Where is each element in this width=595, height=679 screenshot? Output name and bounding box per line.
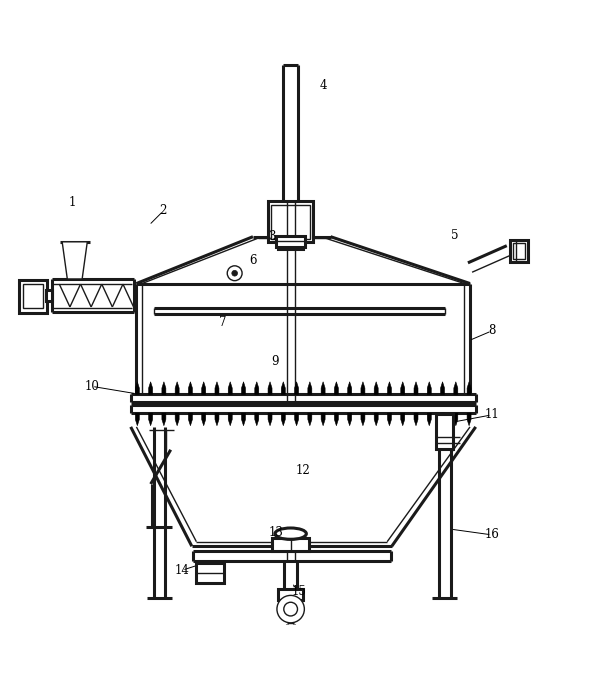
Polygon shape	[242, 414, 246, 426]
Polygon shape	[189, 382, 192, 394]
Polygon shape	[135, 382, 139, 394]
Polygon shape	[387, 382, 392, 394]
Polygon shape	[374, 414, 378, 426]
Bar	[268, 201, 314, 242]
Text: 2: 2	[159, 204, 167, 217]
Polygon shape	[467, 414, 471, 426]
Bar	[271, 204, 310, 239]
Ellipse shape	[275, 528, 306, 539]
Polygon shape	[440, 414, 444, 426]
Polygon shape	[255, 382, 259, 394]
Bar	[46, 290, 52, 301]
Polygon shape	[228, 414, 232, 426]
Text: 12: 12	[296, 464, 311, 477]
Text: 6: 6	[249, 254, 256, 267]
Polygon shape	[189, 414, 192, 426]
Text: 10: 10	[84, 380, 99, 393]
Circle shape	[227, 265, 242, 280]
Polygon shape	[268, 382, 272, 394]
Text: 5: 5	[451, 229, 458, 242]
Text: 16: 16	[484, 528, 499, 541]
Bar	[19, 280, 47, 312]
Bar	[196, 563, 224, 583]
Polygon shape	[361, 414, 365, 426]
Polygon shape	[215, 414, 219, 426]
Text: 13: 13	[268, 526, 283, 539]
Polygon shape	[162, 414, 166, 426]
Text: 11: 11	[484, 408, 499, 422]
Polygon shape	[401, 414, 405, 426]
Text: 7: 7	[220, 316, 227, 329]
Polygon shape	[427, 414, 431, 426]
Polygon shape	[347, 414, 352, 426]
Text: 4: 4	[320, 79, 327, 92]
Text: 3: 3	[268, 230, 275, 243]
Polygon shape	[414, 414, 418, 426]
Polygon shape	[228, 382, 232, 394]
Polygon shape	[242, 382, 246, 394]
Text: 9: 9	[271, 354, 278, 368]
Polygon shape	[440, 382, 444, 394]
Polygon shape	[467, 382, 471, 394]
Polygon shape	[175, 382, 179, 394]
Text: 14: 14	[175, 564, 190, 576]
Text: 8: 8	[488, 325, 496, 337]
Polygon shape	[62, 242, 87, 279]
Circle shape	[277, 595, 305, 623]
Bar	[510, 240, 528, 262]
Text: 1: 1	[68, 196, 76, 209]
Polygon shape	[334, 382, 339, 394]
Polygon shape	[414, 382, 418, 394]
Polygon shape	[308, 414, 312, 426]
Polygon shape	[374, 382, 378, 394]
Bar	[513, 243, 525, 259]
Bar	[23, 284, 43, 308]
Bar	[276, 236, 305, 247]
Polygon shape	[281, 414, 285, 426]
Polygon shape	[321, 382, 325, 394]
Polygon shape	[135, 414, 139, 426]
Polygon shape	[295, 382, 299, 394]
Bar	[273, 538, 309, 551]
Bar	[436, 414, 453, 449]
Polygon shape	[308, 382, 312, 394]
Polygon shape	[334, 414, 339, 426]
Bar	[278, 242, 303, 249]
Circle shape	[284, 602, 298, 616]
Polygon shape	[281, 382, 285, 394]
Polygon shape	[149, 414, 152, 426]
Polygon shape	[295, 414, 299, 426]
Polygon shape	[454, 414, 458, 426]
Polygon shape	[454, 382, 458, 394]
Bar	[278, 589, 303, 600]
Polygon shape	[427, 382, 431, 394]
Polygon shape	[401, 382, 405, 394]
Polygon shape	[255, 414, 259, 426]
Circle shape	[232, 270, 237, 276]
Polygon shape	[268, 414, 272, 426]
Polygon shape	[215, 382, 219, 394]
Polygon shape	[175, 414, 179, 426]
Polygon shape	[321, 414, 325, 426]
Polygon shape	[162, 382, 166, 394]
Polygon shape	[202, 382, 206, 394]
Polygon shape	[361, 382, 365, 394]
Polygon shape	[347, 382, 352, 394]
Polygon shape	[202, 414, 206, 426]
Text: 15: 15	[291, 585, 306, 598]
Polygon shape	[149, 382, 152, 394]
Polygon shape	[387, 414, 392, 426]
